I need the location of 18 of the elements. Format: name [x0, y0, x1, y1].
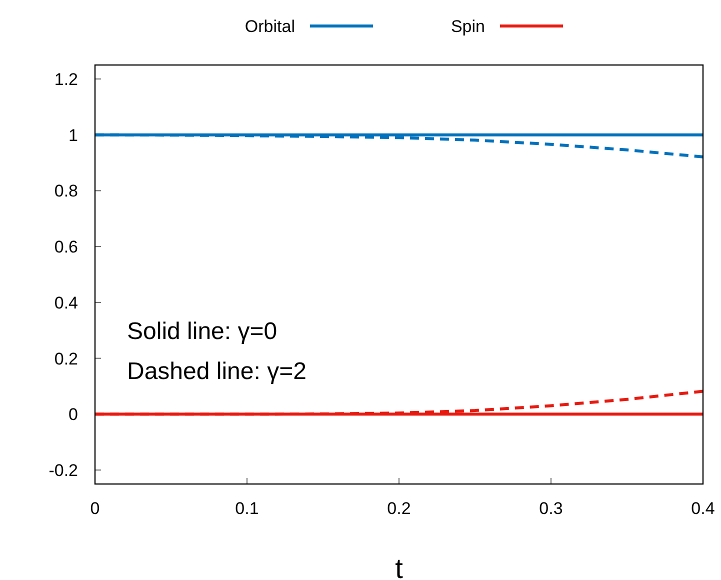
- y-tick-label: 1.2: [54, 70, 78, 89]
- y-tick-label: 1: [68, 126, 78, 145]
- annotation: Dashed line: γ=2: [127, 358, 306, 385]
- y-tick-label: 0.8: [54, 182, 78, 201]
- x-tick-label: 0: [90, 499, 100, 518]
- legend-label: Spin: [450, 17, 485, 36]
- x-tick-label: 0.2: [387, 499, 411, 518]
- x-tick-label: 0.1: [235, 499, 259, 518]
- annotation: Solid line: γ=0: [127, 318, 278, 345]
- y-tick-label: 0.6: [54, 238, 78, 257]
- y-tick-label: 0.2: [54, 349, 78, 368]
- x-tick-label: 0.4: [691, 499, 715, 518]
- x-axis-title: t: [395, 553, 404, 580]
- x-tick-label: 0.3: [539, 499, 563, 518]
- legend-label: Orbital: [244, 17, 295, 36]
- y-tick-label: 0: [68, 405, 78, 424]
- y-tick-label: -0.2: [48, 461, 78, 480]
- y-tick-label: 0.4: [54, 293, 78, 312]
